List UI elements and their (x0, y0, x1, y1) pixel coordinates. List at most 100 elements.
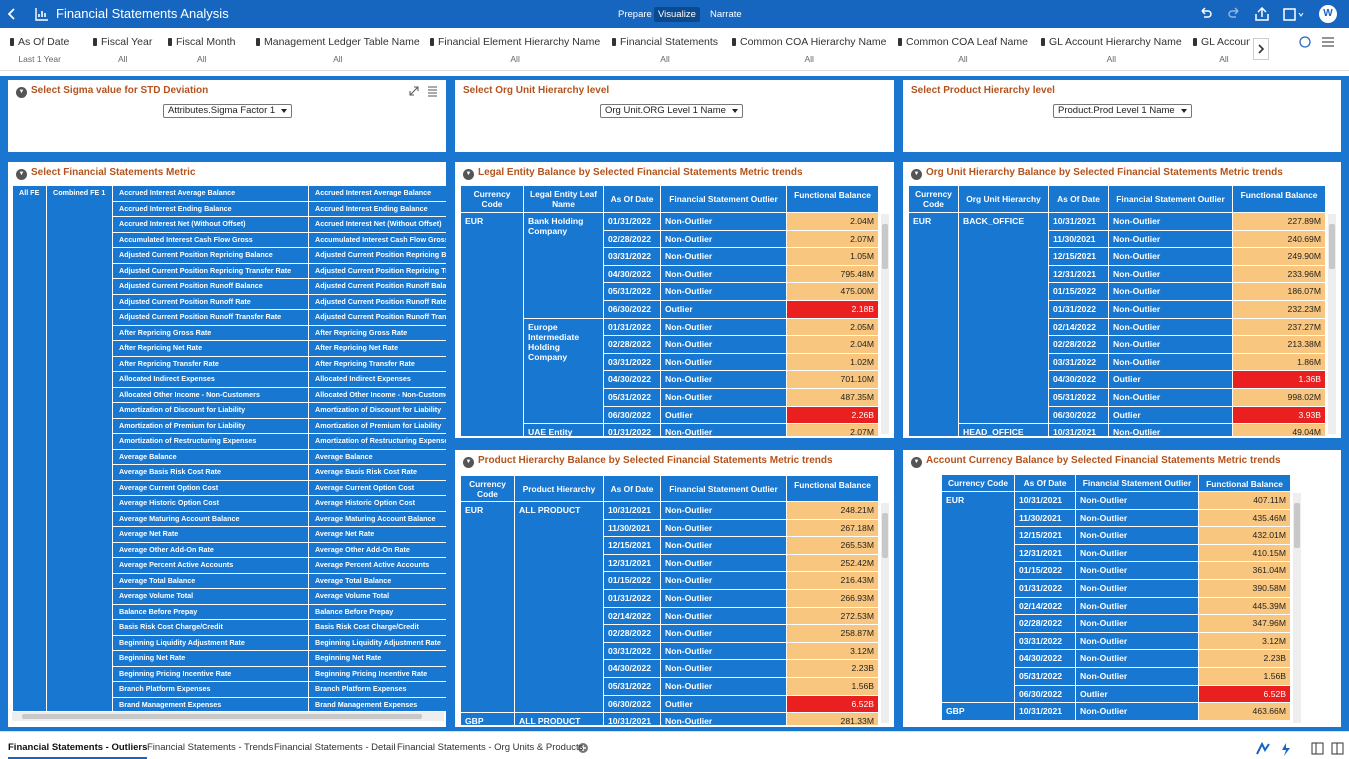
column-header[interactable]: Financial Statement Outlier (660, 475, 787, 502)
balance-cell: 1.56B (786, 676, 879, 696)
filter[interactable]: GL Account Hierarchy Name All (1041, 36, 1182, 64)
filter-actions[interactable] (1298, 36, 1338, 50)
column-header[interactable]: Financial Statement Outlier (1108, 185, 1233, 213)
metric-row[interactable]: Branch Platform Expenses Branch Platform … (13, 681, 446, 698)
column-header[interactable]: Currency Code (460, 185, 524, 213)
metric-row[interactable]: Beginning Pricing Incentive Rate Beginnin… (13, 665, 446, 682)
balance-cell: 475.00M (786, 282, 879, 301)
column-header[interactable]: Legal Entity Leaf Name (523, 185, 604, 213)
dropdown[interactable]: Org Unit.ORG Level 1 Name (600, 104, 743, 118)
column-header[interactable]: As Of Date (603, 185, 661, 213)
column-header[interactable]: Functional Balance (1232, 185, 1326, 213)
data-table: Currency Code As Of Date Financial Stateme… (941, 474, 1291, 721)
metric-cell: After Repricing Transfer Rate (308, 355, 446, 372)
user-avatar[interactable]: W (1319, 5, 1337, 23)
dropdown[interactable]: Attributes.Sigma Factor 1 (163, 104, 293, 118)
balance-cell: 1.86M (1232, 352, 1326, 372)
filter[interactable]: Financial Statements All (612, 36, 718, 64)
filter[interactable]: As Of Date Last 1 Year (10, 36, 69, 64)
table-row: UAE Entity 01/31/2022 Non-Outlier 2.07M (461, 423, 879, 436)
filter[interactable]: Fiscal Month All (168, 36, 236, 64)
dropdown[interactable]: Product.Prod Level 1 Name (1053, 104, 1192, 118)
canvas-tab[interactable]: Financial Statements - Org Units & Produ… (397, 742, 584, 753)
filter[interactable]: Financial Element Hierarchy Name All (430, 36, 600, 64)
panel-actions[interactable] (408, 85, 438, 97)
toolbar-icons[interactable] (1198, 7, 1308, 21)
h-scrollbar[interactable] (12, 712, 444, 721)
column-header[interactable]: Product Hierarchy (514, 475, 604, 502)
column-header[interactable]: Currency Code (460, 475, 515, 502)
metric-row[interactable]: Average Historic Option Cost Average Hist… (13, 495, 446, 512)
metric-row[interactable]: Amortization of Restructuring Expenses Am… (13, 433, 446, 450)
filter[interactable]: Common COA Hierarchy Name All (732, 36, 886, 64)
add-canvas[interactable] (577, 742, 589, 754)
metric-row[interactable]: Brand Management Expenses Brand Managemen… (13, 696, 446, 711)
column-header[interactable]: Currency Code (908, 185, 959, 213)
table-cell: 12/31/2021 (1014, 543, 1076, 563)
metric-row[interactable]: Basis Risk Cost Charge/Credit Basis Risk … (13, 619, 446, 636)
metric-row[interactable]: Adjusted Current Position Runoff Balance… (13, 278, 446, 295)
metric-row[interactable]: Allocated Indirect Expenses Allocated Ind… (13, 371, 446, 388)
canvas-tools[interactable] (1256, 742, 1346, 756)
canvas-tab[interactable]: Financial Statements - Trends (147, 742, 274, 753)
column-header[interactable]: Currency Code (941, 474, 1015, 492)
table-header: Currency Code Org Unit Hierarchy As Of Dat… (908, 185, 1326, 213)
metric-row[interactable]: Adjusted Current Position Repricing Tran… (13, 262, 446, 279)
v-scrollbar[interactable] (881, 503, 889, 723)
metric-row[interactable]: Average Balance Average Balance (13, 448, 446, 465)
column-header[interactable]: Financial Statement Outlier (660, 185, 787, 213)
v-scrollbar-thumb (882, 513, 888, 558)
metric-row[interactable]: Amortization of Discount for Liability Am… (13, 402, 446, 419)
table-cell: Bank Holding Company (523, 212, 604, 319)
metric-row[interactable]: After Repricing Transfer Rate After Repri… (13, 355, 446, 372)
metric-row[interactable]: Average Percent Active Accounts Average P… (13, 557, 446, 574)
column-header[interactable]: As Of Date (603, 475, 661, 502)
column-header[interactable]: Financial Statement Outlier (1075, 474, 1199, 492)
canvas-tab[interactable]: Financial Statements - Outliers (8, 742, 148, 759)
metric-row[interactable]: Beginning Liquidity Adjustment Rate Begin… (13, 634, 446, 651)
metric-row[interactable]: Accrued Interest Ending Balance Accrued I… (13, 200, 446, 217)
metric-row[interactable]: Average Total Balance Average Total Balan… (13, 572, 446, 589)
mode-tab[interactable]: Visualize (654, 7, 700, 22)
metric-cell: Amortization of Premium for Liability (308, 417, 446, 434)
v-scrollbar[interactable] (1328, 214, 1336, 434)
column-header[interactable]: Functional Balance (1198, 474, 1291, 492)
metric-row[interactable]: After Repricing Gross Rate After Repricin… (13, 324, 446, 341)
table-cell: Non-Outlier (1075, 666, 1199, 686)
balance-cell: 267.18M (786, 518, 879, 538)
v-scrollbar[interactable] (1293, 493, 1301, 723)
metric-row[interactable]: All FE Combined FE 1 Accrued Interest Aver… (12, 185, 446, 711)
column-header[interactable]: Functional Balance (786, 185, 879, 213)
metric-cell: Allocated Other Income - Non-Customers (308, 386, 446, 403)
table-cell: Non-Outlier (660, 659, 787, 678)
back-button[interactable] (6, 7, 18, 21)
filter-value: All (804, 54, 814, 64)
filter[interactable]: Fiscal Year All (93, 36, 152, 64)
metric-row[interactable]: Adjusted Current Position Repricing Bala… (13, 247, 446, 264)
filter[interactable]: GL Account All (1193, 36, 1250, 64)
metric-row[interactable]: Average Other Add-On Rate Average Other A… (13, 541, 446, 558)
filter-scroll-right[interactable] (1253, 38, 1269, 60)
metric-row[interactable]: Average Current Option Cost Average Curre… (13, 479, 446, 496)
metric-row[interactable]: After Repricing Net Rate After Repricing … (13, 340, 446, 357)
filter-label: GL Account Hierarchy Name (1041, 36, 1182, 48)
metric-row[interactable]: Accrued Interest Net (Without Offset) Acc… (13, 216, 446, 233)
table-cell: ALL PRODUCT (514, 500, 604, 714)
column-header[interactable]: As Of Date (1014, 474, 1076, 492)
mode-tab[interactable]: Prepare (618, 9, 652, 20)
table-cell: 05/31/2022 (1048, 387, 1109, 407)
canvas-tab[interactable]: Financial Statements - Detail (274, 742, 396, 753)
table-cell: Non-Outlier (1075, 508, 1199, 528)
metric-row[interactable]: Adjusted Current Position Runoff Rate Adj… (13, 293, 446, 310)
metric-row[interactable]: Average Basis Risk Cost Rate Average Basi… (13, 464, 446, 481)
metric-cell: Amortization of Discount for Liability (112, 402, 309, 419)
metric-row[interactable]: Average Volume Total Average Volume Total (13, 588, 446, 605)
filter[interactable]: Management Ledger Table Name All (256, 36, 420, 64)
panel-title: Select Sigma value for STD Deviation (16, 85, 208, 98)
column-header[interactable]: Functional Balance (786, 475, 879, 502)
column-header[interactable]: Org Unit Hierarchy (958, 185, 1049, 213)
filter[interactable]: Common COA Leaf Name All (898, 36, 1028, 64)
column-header[interactable]: As Of Date (1048, 185, 1109, 213)
v-scrollbar[interactable] (881, 214, 889, 434)
mode-tab[interactable]: Narrate (710, 9, 742, 20)
